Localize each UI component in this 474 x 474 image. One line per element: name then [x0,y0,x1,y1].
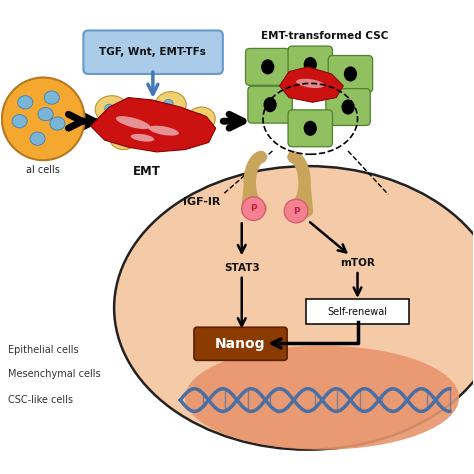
Text: IGF-IR: IGF-IR [182,197,220,207]
Text: P: P [293,207,300,216]
Ellipse shape [38,108,53,121]
Ellipse shape [114,166,474,450]
Polygon shape [91,98,216,152]
FancyBboxPatch shape [328,55,373,92]
Ellipse shape [131,134,154,142]
Text: Self-renewal: Self-renewal [328,307,388,317]
Text: EMT: EMT [133,165,161,178]
Ellipse shape [116,116,150,129]
Ellipse shape [188,107,215,131]
Ellipse shape [170,127,196,149]
Text: al cells: al cells [26,165,60,175]
Text: P: P [250,204,257,213]
Ellipse shape [155,91,186,118]
Ellipse shape [30,132,45,146]
Ellipse shape [194,114,204,122]
Polygon shape [280,67,343,102]
FancyBboxPatch shape [306,299,409,324]
Text: STAT3: STAT3 [224,263,260,273]
Text: TGF, Wnt, EMT-TFs: TGF, Wnt, EMT-TFs [100,47,206,57]
Circle shape [242,197,265,220]
Ellipse shape [2,77,84,160]
Ellipse shape [95,96,128,123]
Ellipse shape [50,117,65,130]
Text: CSC-like cells: CSC-like cells [8,395,73,405]
FancyBboxPatch shape [288,46,332,83]
Ellipse shape [304,121,317,136]
Ellipse shape [164,100,173,108]
Ellipse shape [264,97,277,112]
Ellipse shape [175,133,185,141]
Text: mTOR: mTOR [340,258,375,268]
FancyBboxPatch shape [288,110,332,147]
FancyBboxPatch shape [194,327,287,360]
Text: EMT-transformed CSC: EMT-transformed CSC [261,31,388,41]
Ellipse shape [341,100,355,115]
Ellipse shape [18,96,33,109]
Ellipse shape [261,59,274,74]
Circle shape [284,199,308,223]
Ellipse shape [296,79,324,88]
Ellipse shape [304,57,317,72]
Ellipse shape [109,126,138,150]
Ellipse shape [344,66,357,82]
FancyBboxPatch shape [83,30,223,74]
Ellipse shape [149,126,179,136]
FancyBboxPatch shape [248,86,292,123]
Text: Mesenchymal cells: Mesenchymal cells [8,369,100,379]
FancyBboxPatch shape [326,89,370,126]
FancyBboxPatch shape [246,48,290,85]
Ellipse shape [105,104,114,113]
Ellipse shape [117,133,126,141]
Text: Nanog: Nanog [215,337,265,351]
Ellipse shape [185,346,459,450]
Text: Epithelial cells: Epithelial cells [8,346,78,356]
Ellipse shape [44,91,59,104]
Ellipse shape [12,115,27,128]
